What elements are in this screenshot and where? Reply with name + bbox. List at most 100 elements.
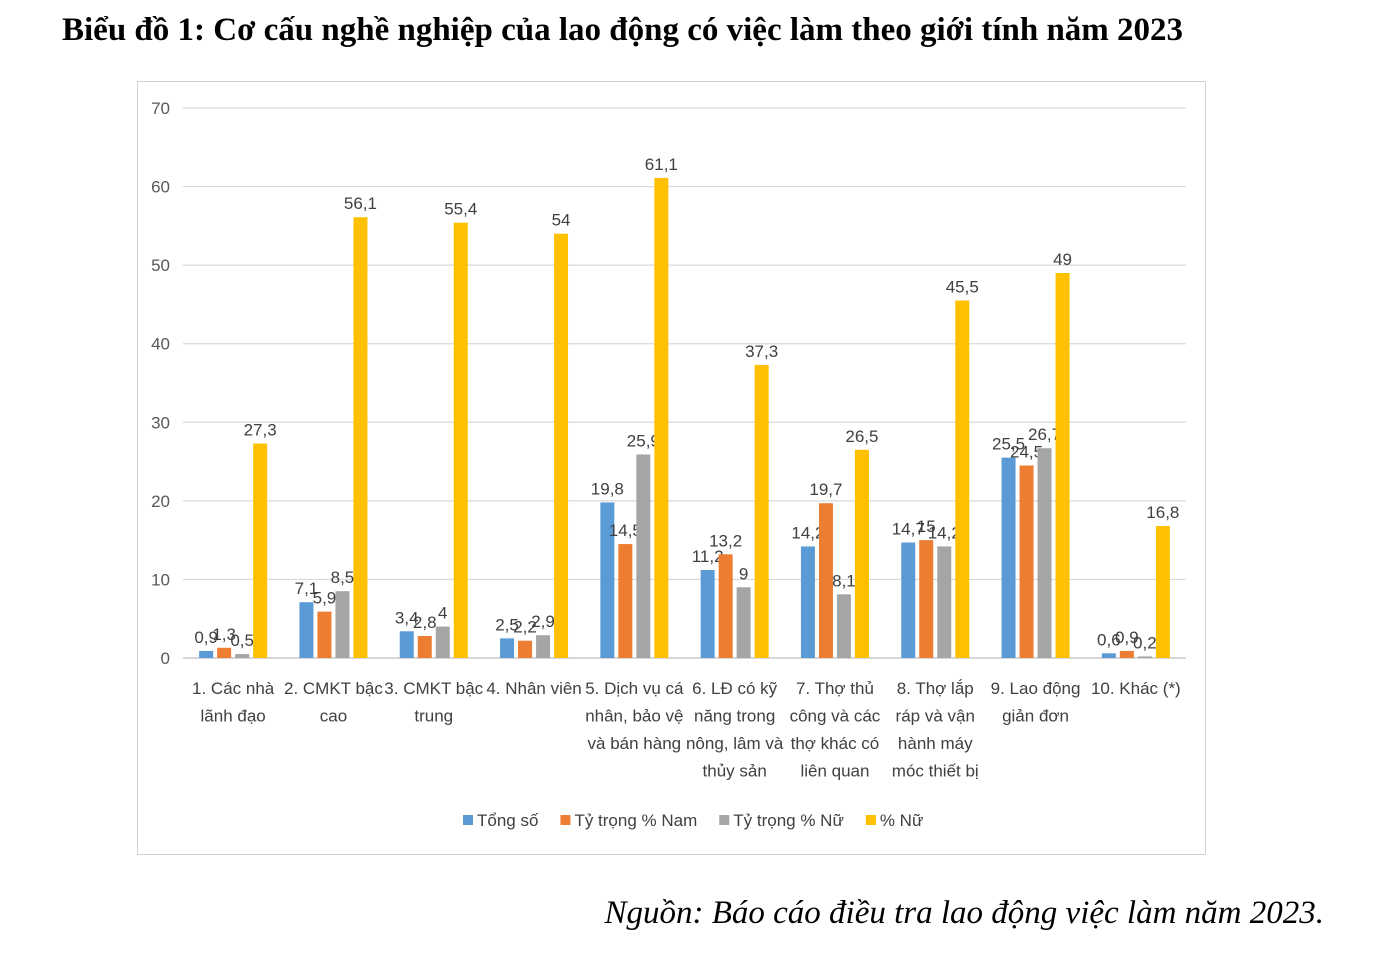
data-label: 19,7	[809, 480, 842, 499]
bar-3-7	[836, 594, 851, 658]
data-label: 1,3	[212, 625, 236, 644]
category-label-line: thợ khác có	[791, 734, 880, 753]
bar-1-4	[500, 638, 515, 658]
data-label: 11,2	[692, 547, 724, 566]
category-label-line: 3. CMKT bậc	[384, 679, 483, 698]
category-label-line: 10. Khác (*)	[1091, 679, 1181, 698]
bar-2-6	[718, 554, 733, 658]
y-tick-label: 40	[151, 335, 170, 354]
bar-2-8	[919, 540, 934, 658]
category-label-line: giản đơn	[1002, 707, 1069, 726]
data-label: 26,7	[1028, 425, 1061, 444]
data-label: 25,9	[627, 432, 660, 451]
data-label: 54	[552, 211, 571, 230]
bar-2-1	[217, 647, 232, 658]
data-label: 7,1	[295, 579, 319, 598]
data-label: 25,5	[992, 435, 1025, 454]
y-tick-label: 10	[151, 570, 170, 589]
bar-1-3	[399, 631, 414, 658]
data-label: 37,3	[745, 342, 778, 361]
y-tick-label: 50	[151, 256, 170, 275]
bar-1-2	[299, 602, 314, 658]
data-label: 2,9	[531, 612, 555, 631]
data-label: 24,5	[1010, 443, 1043, 462]
category-label: 1. Các nhà lãnh đạo	[192, 679, 275, 726]
y-tick-label: 0	[161, 649, 170, 668]
bar-3-6	[736, 587, 751, 658]
bar-1-8	[901, 542, 916, 658]
category-label-line: trung	[414, 707, 453, 726]
data-label: 14,5	[609, 521, 642, 540]
bar-3-2	[335, 591, 350, 658]
data-label: 0,9	[194, 628, 218, 647]
category-label-line: liên quan	[800, 762, 869, 781]
bar-4-5	[654, 177, 669, 658]
y-tick-label: 30	[151, 413, 170, 432]
data-label: 8,1	[832, 571, 856, 590]
category-label-line: và bán hàng	[588, 734, 682, 753]
data-label: 13,2	[709, 531, 742, 550]
data-label: 3,4	[395, 608, 419, 627]
data-label: 19,8	[591, 479, 624, 498]
legend-swatch	[463, 815, 473, 825]
data-label: 2,5	[495, 615, 519, 634]
bar-1-9	[1001, 457, 1016, 658]
legend-label: Tỷ trọng % Nữ	[733, 811, 844, 830]
data-label: 26,5	[845, 427, 878, 446]
category-label-line: nhân, bảo vệ	[585, 707, 683, 726]
data-label: 2,2	[513, 618, 537, 637]
legend-swatch	[865, 815, 876, 825]
category-label: 10. Khác (*)	[1091, 679, 1181, 698]
bar-4-1	[253, 443, 268, 658]
bar-1-6	[700, 570, 715, 658]
category-label-line: 5. Dịch vụ cá	[585, 679, 684, 698]
data-label: 55,4	[444, 200, 477, 219]
category-label-line: 7. Thợ thủ	[796, 679, 874, 698]
data-label: 8,5	[331, 568, 355, 587]
category-label-line: 8. Thợ lắp	[897, 679, 974, 698]
y-tick-label: 60	[151, 178, 170, 197]
bar-1-1	[199, 650, 214, 658]
data-label: 61,1	[645, 155, 678, 174]
category-label-line: thủy sản	[703, 762, 767, 781]
bar-2-3	[417, 636, 432, 658]
bar-2-2	[317, 611, 332, 658]
data-label: 56,1	[344, 194, 377, 213]
category-label: 6. LĐ có kỹ năng trong nông, lâm và thủy sả…	[686, 679, 784, 781]
bar-2-7	[818, 503, 833, 658]
category-label: 4. Nhân viên	[486, 679, 581, 698]
data-label: 4	[438, 604, 447, 623]
data-label: 0,9	[1115, 628, 1139, 647]
data-label: 0,5	[230, 631, 254, 650]
legend-label: Tổng số	[477, 811, 539, 830]
data-label: 9	[739, 564, 748, 583]
bar-3-8	[937, 546, 952, 658]
legend-label: % Nữ	[880, 811, 924, 830]
data-label: 0,2	[1133, 633, 1157, 652]
category-label-line: ráp và vận	[896, 707, 975, 726]
bar-3-9	[1037, 448, 1052, 658]
bar-3-10	[1137, 656, 1152, 658]
category-label-line: nông, lâm và	[686, 734, 784, 753]
category-label: 7. Thợ thủ công và các thợ khác có liên qua…	[790, 679, 881, 781]
data-label: 2,8	[413, 613, 437, 632]
category-label-line: công và các	[790, 707, 881, 726]
category-label-line: 2. CMKT bậc	[284, 679, 383, 698]
y-tick-label: 20	[151, 492, 170, 511]
bar-1-10	[1101, 653, 1116, 658]
category-label-line: móc thiết bị	[892, 762, 979, 781]
bar-2-5	[618, 544, 633, 658]
bar-4-2	[353, 217, 368, 658]
bar-4-10	[1155, 526, 1170, 658]
bar-4-3	[453, 222, 468, 658]
category-label-line: hành máy	[898, 734, 973, 753]
category-label: 3. CMKT bậc trung	[384, 679, 483, 726]
data-label: 14,2	[791, 523, 824, 542]
category-label: 2. CMKT bậc cao	[284, 679, 383, 726]
data-label: 27,3	[244, 421, 277, 440]
bar-2-4	[518, 640, 533, 658]
category-label-line: 6. LĐ có kỹ	[692, 679, 778, 698]
data-label: 15	[917, 517, 936, 536]
data-label: 5,9	[313, 589, 337, 608]
